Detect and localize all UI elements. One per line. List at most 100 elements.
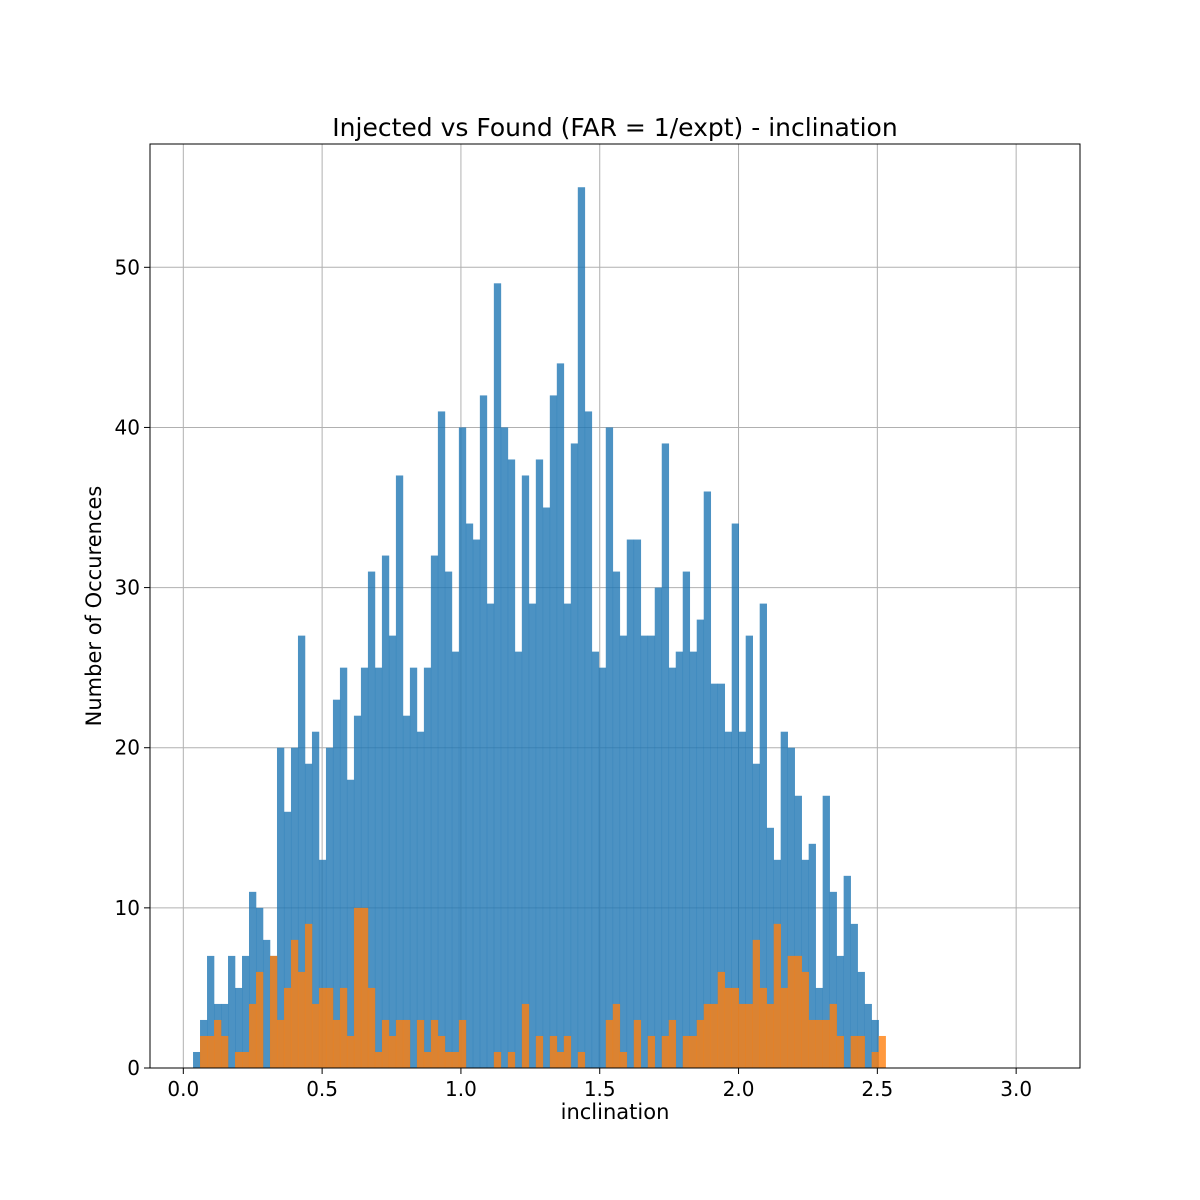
- histogram-bar-series-2: [493, 1051, 502, 1068]
- histogram-bar-series-1: [228, 955, 236, 1068]
- histogram-bar-series-2: [242, 1051, 250, 1068]
- histogram-bar-series-1: [647, 635, 656, 1068]
- histogram-bar-series-2: [759, 987, 767, 1068]
- histogram-bar-series-1: [276, 747, 285, 1068]
- histogram-bar-series-1: [423, 667, 432, 1068]
- x-tick-label: 1.5: [584, 1077, 616, 1101]
- histogram-bar-series-2: [752, 939, 760, 1068]
- histogram-bar-series-1: [262, 939, 271, 1068]
- histogram-bar-series-2: [549, 1035, 558, 1068]
- histogram-bar-series-1: [437, 411, 446, 1069]
- histogram-bar-series-1: [808, 843, 816, 1068]
- histogram-bar-series-2: [822, 1019, 830, 1068]
- histogram-bar-series-1: [857, 971, 865, 1068]
- histogram-bar-series-2: [794, 955, 802, 1068]
- histogram-bars: [193, 187, 886, 1069]
- histogram-bar-series-1: [500, 427, 509, 1068]
- histogram-bar-series-2: [339, 987, 348, 1068]
- histogram-bar-series-1: [689, 651, 698, 1068]
- histogram-bar-series-1: [864, 1003, 872, 1068]
- histogram-bar-series-2: [745, 1003, 753, 1068]
- histogram-bar-series-2: [710, 1003, 719, 1068]
- histogram-bar-series-2: [437, 1035, 446, 1068]
- x-tick-label: 0.0: [167, 1077, 199, 1101]
- histogram-bar-series-1: [738, 731, 746, 1068]
- y-tick-label: 20: [115, 736, 140, 760]
- histogram-bar-series-1: [591, 651, 600, 1068]
- histogram-bar-series-1: [752, 763, 760, 1068]
- histogram-bar-series-1: [612, 571, 621, 1068]
- histogram-bar-series-1: [822, 795, 830, 1068]
- histogram-bar-series-1: [472, 539, 481, 1068]
- histogram-bar-series-1: [311, 731, 320, 1068]
- histogram-bar-series-1: [402, 715, 411, 1068]
- histogram-bar-series-1: [235, 987, 243, 1068]
- histogram-bar-series-2: [374, 1051, 383, 1068]
- histogram-bar-series-2: [661, 1035, 670, 1068]
- histogram-bar-series-1: [584, 411, 593, 1069]
- histogram-bar-series-2: [577, 1051, 586, 1068]
- histogram-bar-series-1: [430, 555, 439, 1068]
- histogram-bar-series-2: [318, 987, 327, 1068]
- histogram-bar-series-1: [304, 763, 313, 1068]
- histogram-bar-series-1: [556, 363, 565, 1068]
- histogram-bar-series-2: [381, 1019, 390, 1068]
- histogram-bar-series-2: [535, 1035, 544, 1068]
- histogram-bar-series-1: [675, 651, 684, 1068]
- histogram-bar-series-2: [605, 1019, 614, 1068]
- histogram-bar-series-2: [402, 1019, 411, 1068]
- histogram-bar-series-2: [388, 1035, 397, 1068]
- histogram-bar-series-2: [353, 907, 362, 1068]
- histogram-bar-series-2: [200, 1035, 208, 1068]
- histogram-bar-series-1: [626, 539, 635, 1068]
- histogram-bar-series-1: [640, 635, 649, 1068]
- histogram-bar-series-1: [493, 283, 502, 1068]
- histogram-bar-series-1: [682, 571, 691, 1068]
- histogram-bar-series-1: [787, 747, 795, 1068]
- histogram-bar-series-2: [458, 1019, 467, 1068]
- histogram-bar-series-2: [731, 987, 740, 1068]
- histogram-bar-series-2: [857, 1035, 865, 1068]
- histogram-bar-series-1: [521, 475, 530, 1068]
- histogram-bar-series-1: [318, 859, 327, 1068]
- histogram-bar-series-1: [563, 603, 572, 1068]
- histogram-bar-series-1: [703, 491, 712, 1068]
- histogram-bar-series-1: [283, 811, 292, 1068]
- histogram-bar-series-2: [563, 1035, 572, 1068]
- histogram-bar-series-1: [794, 795, 802, 1068]
- histogram-bar-series-2: [738, 1003, 746, 1068]
- histogram-bar-series-1: [416, 731, 425, 1068]
- histogram-bar-series-2: [325, 987, 334, 1068]
- histogram-bar-series-2: [619, 1051, 628, 1068]
- histogram-bar-series-2: [871, 1051, 879, 1068]
- histogram-bar-series-1: [829, 891, 837, 1068]
- y-axis-label: Number of Occurences: [82, 486, 106, 727]
- histogram-bar-series-2: [801, 971, 809, 1068]
- histogram-bar-series-1: [598, 667, 607, 1068]
- histogram-bar-series-2: [682, 1035, 691, 1068]
- histogram-bar-series-1: [619, 635, 628, 1068]
- histogram-bar-series-1: [605, 427, 614, 1068]
- histogram-bar-series-1: [339, 667, 348, 1068]
- histogram-bar-series-1: [395, 475, 404, 1068]
- histogram-bar-series-1: [193, 1051, 201, 1068]
- histogram-bar-series-1: [780, 731, 788, 1068]
- histogram-bar-series-2: [773, 923, 781, 1068]
- histogram-bar-series-1: [759, 603, 767, 1068]
- histogram-bar-series-1: [850, 923, 858, 1068]
- histogram-bar-series-2: [521, 1003, 530, 1068]
- histogram-bar-series-1: [731, 523, 740, 1068]
- histogram-bar-series-1: [717, 683, 726, 1068]
- histogram-bar-series-2: [829, 1003, 837, 1068]
- histogram-bar-series-1: [353, 715, 362, 1068]
- histogram-bar-series-2: [556, 1051, 565, 1068]
- histogram-bar-series-1: [207, 955, 215, 1068]
- histogram-bar-series-1: [871, 1019, 879, 1068]
- axis-ticks: 0.0 0.5 1.0 1.5 2.0 2.5 3.0 0 10 20 30 40 50: [115, 255, 1033, 1101]
- histogram-bar-series-2: [332, 1019, 341, 1068]
- histogram-bar-series-1: [458, 427, 467, 1068]
- histogram-bar-series-2: [451, 1051, 460, 1068]
- histogram-bar-series-2: [269, 955, 278, 1068]
- chart-title: Injected vs Found (FAR = 1/expt) - incli…: [332, 113, 897, 142]
- histogram-bar-series-2: [207, 1035, 215, 1068]
